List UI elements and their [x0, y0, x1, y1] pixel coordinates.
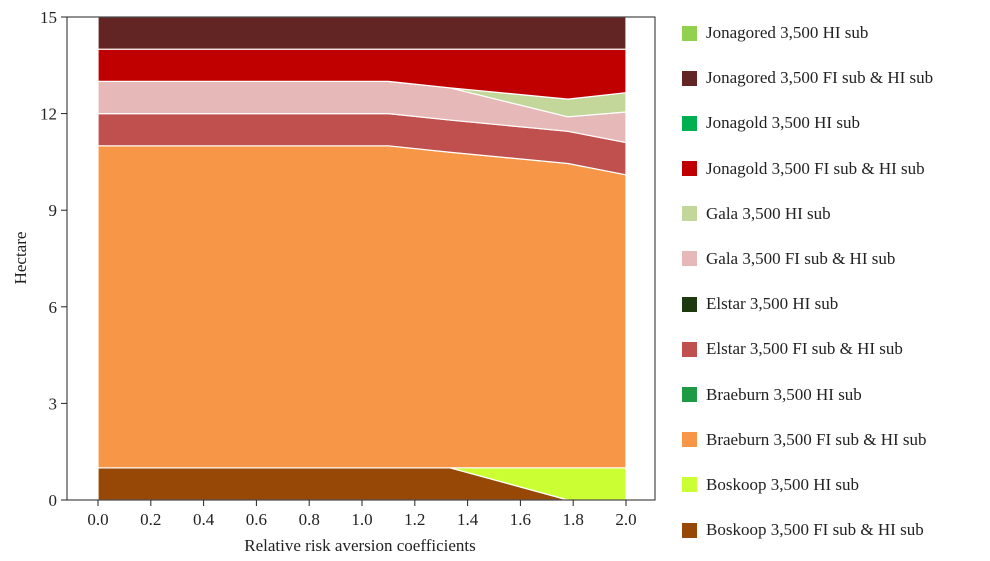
legend: Jonagored 3,500 HI sub Jonagored 3,500 FI…	[682, 18, 987, 560]
x-tick-label: 1.8	[563, 510, 584, 529]
x-tick-label: 0.0	[87, 510, 108, 529]
legend-swatch	[682, 70, 697, 86]
legend-swatch	[682, 115, 697, 131]
plot-frame	[66, 16, 656, 501]
legend-label: Gala 3,500 FI sub & HI sub	[706, 248, 896, 268]
legend-label: Jonagold 3,500 HI sub	[706, 113, 860, 133]
legend-swatch	[682, 296, 697, 312]
y-tick-label: 0	[49, 491, 58, 510]
legend-item: Boskoop 3,500 HI sub	[682, 470, 987, 500]
legend-swatch	[682, 387, 697, 402]
y-tick-label: 12	[40, 105, 57, 124]
legend-label: Elstar 3,500 FI sub & HI sub	[706, 339, 903, 359]
y-tick-label: 3	[49, 394, 58, 413]
legend-item: Gala 3,500 FI sub & HI sub	[682, 244, 987, 274]
legend-swatch	[682, 25, 697, 41]
legend-item: Elstar 3,500 FI sub & HI sub	[682, 334, 987, 364]
legend-label: Boskoop 3,500 FI sub & HI sub	[706, 520, 924, 540]
y-axis-label: Hectare	[11, 232, 30, 285]
x-axis-label: Relative risk aversion coefficients	[244, 536, 475, 555]
legend-label: Jonagored 3,500 FI sub & HI sub	[706, 68, 934, 88]
legend-item: Jonagored 3,500 FI sub & HI sub	[682, 63, 987, 93]
legend-swatch	[682, 432, 697, 448]
legend-label: Braeburn 3,500 FI sub & HI sub	[706, 429, 927, 449]
plot-area	[97, 16, 627, 501]
legend-item: Boskoop 3,500 FI sub & HI sub	[682, 515, 987, 545]
legend-item: Jonagored 3,500 HI sub	[682, 18, 987, 48]
legend-label: Jonagold 3,500 FI sub & HI sub	[706, 158, 925, 178]
x-tick-label: 1.0	[351, 510, 372, 529]
area-series-2	[97, 145, 627, 469]
legend-item: Gala 3,500 HI sub	[682, 199, 987, 229]
x-tick-label: 1.2	[404, 510, 425, 529]
legend-label: Elstar 3,500 HI sub	[706, 294, 839, 314]
x-tick-label: 1.4	[457, 510, 479, 529]
legend-label: Boskoop 3,500 HI sub	[706, 474, 860, 494]
x-tick-label: 2.0	[615, 510, 636, 529]
legend-item: Elstar 3,500 HI sub	[682, 289, 987, 319]
x-tick-label: 0.4	[193, 510, 215, 529]
legend-item: Braeburn 3,500 FI sub & HI sub	[682, 425, 987, 455]
legend-swatch	[682, 477, 697, 493]
axes: 0 3 6 9 12 15 0.0 0.2 0.4 0.6 0.8 1.0 1.2 1.4 1.6 1.8 2.…	[40, 8, 656, 529]
y-tick-label: 6	[49, 298, 58, 317]
y-tick-label: 9	[49, 201, 58, 220]
x-tick-label: 0.6	[246, 510, 267, 529]
x-tick-label: 0.8	[299, 510, 320, 529]
legend-label: Braeburn 3,500 HI sub	[706, 384, 862, 404]
y-tick-label: 15	[40, 8, 57, 27]
legend-label: Jonagored 3,500 HI sub	[706, 23, 869, 42]
legend-swatch	[682, 522, 697, 538]
legend-item: Jonagold 3,500 HI sub	[682, 108, 987, 138]
legend-swatch	[682, 251, 697, 267]
x-tick-label: 1.6	[510, 510, 531, 529]
legend-swatch	[682, 341, 697, 357]
legend-swatch	[682, 161, 697, 177]
legend-swatch	[682, 206, 697, 222]
legend-item: Jonagold 3,500 FI sub & HI sub	[682, 154, 987, 184]
legend-label: Gala 3,500 HI sub	[706, 203, 831, 223]
area-series-10	[97, 16, 627, 50]
legend-item: Braeburn 3,500 HI sub	[682, 380, 987, 410]
x-tick-label: 0.2	[140, 510, 161, 529]
